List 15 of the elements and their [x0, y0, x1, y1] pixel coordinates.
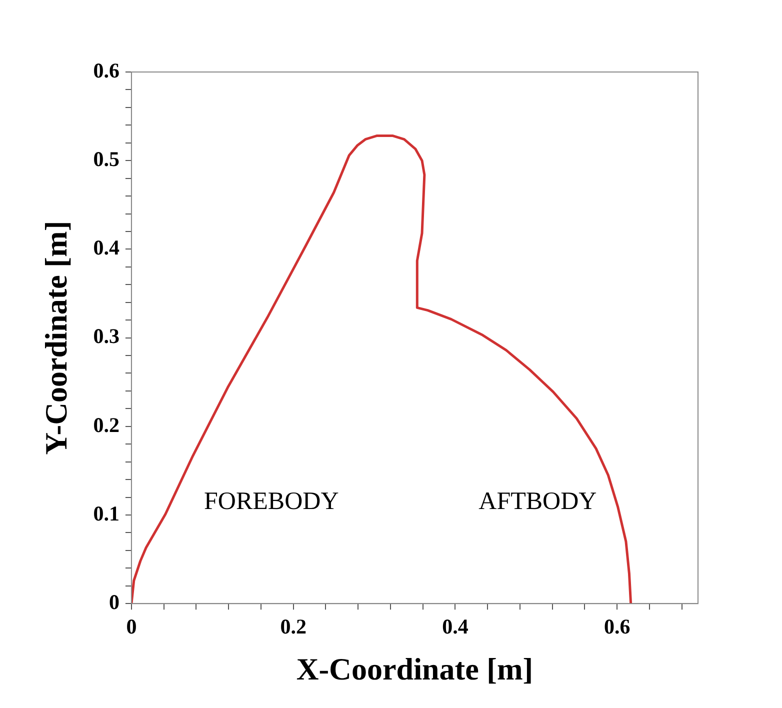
y-tick-label: 0: [108, 590, 120, 614]
y-tick-label: 0.6: [93, 58, 120, 82]
y-axis-title: Y-Coordinate [m]: [38, 220, 74, 455]
y-tick-label: 0.1: [93, 501, 120, 526]
annotation: AFTBODY: [478, 488, 597, 516]
x-tick-label: 0.6: [604, 614, 630, 639]
x-tick-label: 0.2: [280, 614, 306, 639]
y-tick-label: 0.2: [93, 412, 120, 437]
y-tick-label: 0.3: [93, 324, 120, 348]
x-tick-label: 0.4: [442, 614, 469, 639]
y-tick-label: 0.4: [93, 236, 120, 260]
y-tick-label: 0.5: [93, 147, 120, 172]
x-tick-label: 0: [126, 614, 137, 639]
annotation: FOREBODY: [204, 488, 339, 516]
x-axis-title: X-Coordinate [m]: [296, 651, 534, 686]
